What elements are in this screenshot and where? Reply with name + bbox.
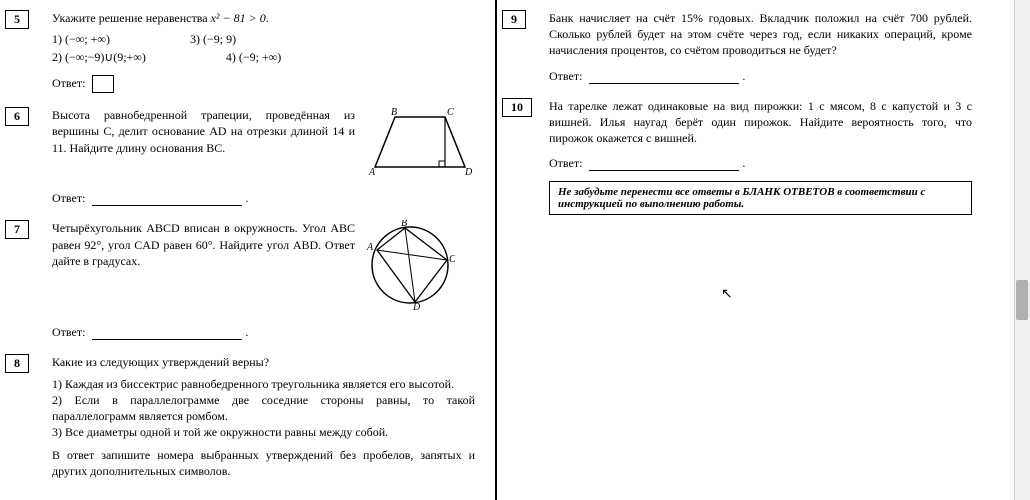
scrollbar[interactable] — [1014, 0, 1030, 500]
answer-row: Ответ: . — [52, 191, 475, 206]
answer-label: Ответ: — [549, 69, 582, 83]
page: 5 Укажите решение неравенства x² − 81 > … — [0, 0, 1030, 500]
trapezoid-figure: B C A D — [365, 107, 475, 181]
problem-number: 9 — [502, 10, 526, 29]
problem-number: 5 — [5, 10, 29, 29]
problem-tail: В ответ запишите номера выбранных утверж… — [52, 447, 475, 479]
problem-7: 7 Четырёхугольник ABCD вписан в окружнос… — [10, 220, 475, 339]
svg-text:B: B — [401, 220, 407, 229]
answer-label: Ответ: — [52, 191, 85, 205]
answer-box[interactable] — [92, 75, 114, 93]
dot: . — [266, 11, 269, 25]
option-2: 2) (−∞;−9)∪(9;+∞) — [52, 50, 146, 65]
option-4: 4) (−9; +∞) — [226, 50, 281, 65]
answer-label: Ответ: — [52, 325, 85, 339]
answer-line[interactable] — [589, 170, 739, 171]
label-D: D — [464, 167, 473, 177]
inequality: x² − 81 > 0 — [211, 11, 266, 25]
label-B: B — [391, 107, 397, 118]
option-3: 3) (−9; 9) — [190, 32, 236, 47]
circle-figure: A B C D — [365, 220, 475, 314]
instruction-note: Не забудьте перенести все ответы в БЛАНК… — [549, 181, 972, 215]
answer-row: Ответ: . — [549, 69, 972, 84]
problem-text: Четырёхугольник ABCD вписан в окружность… — [52, 220, 355, 314]
answer-line[interactable] — [92, 339, 242, 340]
statement-2: 2) Если в параллелограмме две соседние с… — [52, 392, 475, 424]
text: Укажите решение неравенства — [52, 11, 211, 25]
problem-number: 7 — [5, 220, 29, 239]
problem-6: 6 Высота равнобедренной трапеции, провед… — [10, 107, 475, 206]
options: 1) (−∞; +∞) 3) (−9; 9) 2) (−∞;−9)∪(9;+∞)… — [52, 32, 475, 65]
answer-line[interactable] — [589, 83, 739, 84]
problem-5: 5 Укажите решение неравенства x² − 81 > … — [10, 10, 475, 93]
answer-row: Ответ: . — [52, 325, 475, 340]
answer-label: Ответ: — [52, 76, 85, 90]
problem-number: 10 — [502, 98, 532, 117]
answer-line[interactable] — [92, 205, 242, 206]
label-C: C — [447, 107, 454, 118]
problem-head: Какие из следующих утверждений верны? — [52, 354, 475, 370]
problem-10: 10 На тарелке лежат одинаковые на вид пи… — [507, 98, 972, 216]
svg-text:C: C — [449, 254, 455, 265]
problem-number: 8 — [5, 354, 29, 373]
problem-text: Укажите решение неравенства x² − 81 > 0. — [52, 10, 475, 26]
svg-text:A: A — [366, 242, 374, 253]
scrollbar-thumb[interactable] — [1016, 280, 1028, 320]
answer-row: Ответ: . — [549, 156, 972, 171]
answer-label: Ответ: — [549, 156, 582, 170]
label-A: A — [368, 167, 376, 177]
answer-row: Ответ: — [52, 75, 475, 93]
option-1: 1) (−∞; +∞) — [52, 32, 110, 47]
statement-1: 1) Каждая из биссектрис равнобедренного … — [52, 376, 475, 392]
problem-text: Высота равнобедренной трапеции, проведён… — [52, 107, 355, 181]
statement-3: 3) Все диаметры одной и той же окружност… — [52, 424, 475, 440]
problem-9: 9 Банк начисляет на счёт 15% годовых. Вк… — [507, 10, 972, 84]
problem-8: 8 Какие из следующих утверждений верны? … — [10, 354, 475, 479]
problem-number: 6 — [5, 107, 29, 126]
left-column: 5 Укажите решение неравенства x² − 81 > … — [0, 0, 495, 500]
right-column: 9 Банк начисляет на счёт 15% годовых. Вк… — [497, 0, 992, 500]
problem-text: На тарелке лежат одинаковые на вид пирож… — [549, 98, 972, 147]
problem-text: Банк начисляет на счёт 15% годовых. Вкла… — [549, 10, 972, 59]
svg-text:D: D — [412, 302, 421, 310]
